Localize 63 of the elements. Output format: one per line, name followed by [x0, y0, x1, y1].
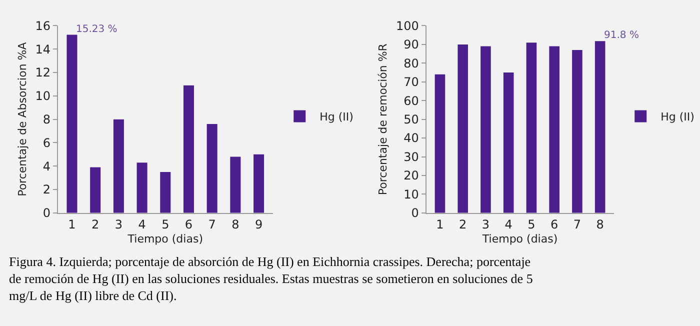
y-tick-label: 12 [35, 66, 51, 80]
bar [66, 34, 78, 213]
x-tick-label: 5 [528, 217, 536, 232]
y-tick-label: 6 [42, 136, 51, 150]
y-tick-label: 60 [404, 94, 419, 108]
y-tick-label: 30 [404, 150, 419, 164]
y-tick-label: 50 [404, 112, 419, 127]
bar [458, 44, 468, 213]
x-axis-title: Tiempo (dias) [126, 232, 203, 246]
x-axis-title: Tiempo (dias) [481, 232, 558, 246]
x-tick-label: 8 [232, 217, 240, 232]
x-tick-label: 1 [68, 217, 76, 232]
y-tick-label: 70 [404, 75, 419, 90]
y-tick-label: 100 [396, 18, 419, 33]
y-tick-label: 0 [42, 206, 51, 220]
y-tick-label: 8 [42, 112, 51, 127]
bar [230, 156, 241, 213]
x-tick-label: 4 [504, 217, 512, 232]
y-tick-label: 2 [42, 182, 51, 197]
x-tick-label: 3 [482, 217, 490, 232]
x-tick-label: 8 [596, 217, 604, 232]
y-tick-label: 20 [404, 168, 419, 183]
bar [254, 154, 264, 213]
annotation: 91.8 % [604, 30, 639, 41]
x-tick-label: 7 [208, 217, 216, 232]
bar [594, 41, 606, 213]
y-axis-title: Porcentaje de Absorcion %A [16, 42, 29, 196]
y-tick-label: 40 [404, 131, 419, 146]
annotation: 15.23 % [76, 24, 118, 35]
y-axis-title: Porcentaje de remoción %R [376, 43, 390, 196]
bar [113, 119, 124, 213]
bar [480, 46, 491, 213]
x-tick-label: 2 [459, 217, 467, 232]
bar [526, 42, 537, 213]
x-tick-label: 1 [436, 217, 444, 232]
legend-label: Hg (II) [660, 110, 694, 124]
bar [206, 124, 218, 213]
bar [572, 50, 582, 213]
bar [90, 167, 101, 213]
x-tick-label: 3 [114, 217, 122, 232]
y-tick-label: 10 [404, 187, 419, 202]
legend-label: Hg (II) [320, 110, 354, 124]
y-tick-label: 16 [35, 18, 51, 33]
y-tick-label: 80 [404, 56, 419, 70]
x-tick-label: 2 [92, 217, 100, 232]
y-tick-label: 4 [42, 159, 51, 174]
x-tick-label: 6 [550, 217, 558, 232]
y-tick-label: 14 [35, 42, 51, 56]
x-tick-label: 6 [184, 217, 193, 232]
x-tick-label: 5 [162, 217, 170, 232]
y-tick-label: 0 [411, 206, 419, 220]
bar [549, 46, 560, 213]
x-tick-label: 4 [138, 217, 146, 232]
bar [183, 85, 194, 213]
bar [136, 162, 148, 213]
text: Figura 4. Izquierda; porcentaje de absorción de Hg (II) en Eichhornia crassipes. Derecha; porcentaje de remoción de Hg (II) en las soluciones residuales. Estas muestras se sometieron en soluciones de 5 mg/L de Hg (II) libre de Cd (II). [9, 254, 533, 303]
x-tick-label: 9 [254, 217, 263, 232]
bar [503, 72, 514, 213]
y-tick-label: 10 [35, 89, 51, 104]
y-tick-label: 90 [404, 38, 419, 52]
bar [434, 74, 446, 213]
x-tick-label: 7 [573, 217, 582, 232]
bar [160, 172, 171, 213]
